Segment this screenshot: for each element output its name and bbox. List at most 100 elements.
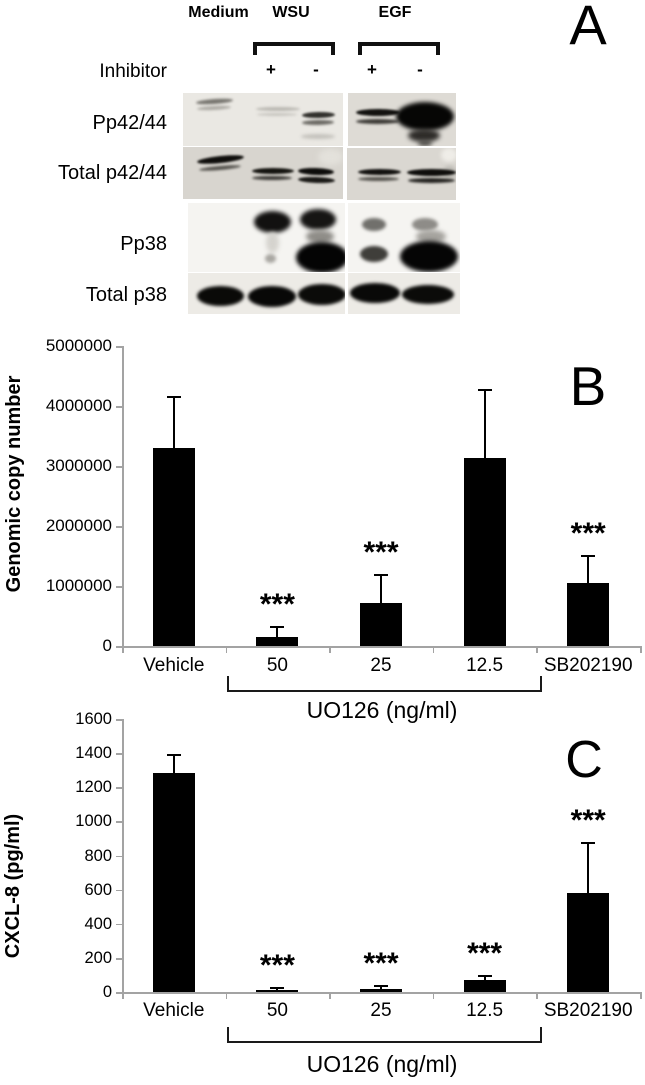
chart-c-x-axis-title: UO126 (ng/ml) (306, 1051, 458, 1077)
error-bar-whisker-25 (380, 575, 382, 603)
y-axis-tick-label: 0 (102, 636, 112, 655)
group-header-wsu: WSU (272, 4, 310, 21)
x-axis-line (122, 646, 640, 648)
x-axis-tick (536, 992, 539, 999)
y-axis-tick (116, 346, 122, 348)
blot-row-label-total-p38: Total p38 (85, 284, 167, 306)
bar-Vehicle (152, 448, 195, 646)
x-category-label-12.5: 12.5 (466, 655, 504, 676)
inhibitor-sign-wsu-plus: + (266, 60, 276, 79)
y-axis-tick-label: 0 (102, 983, 112, 1001)
y-axis-tick-label: 2000000 (45, 516, 112, 535)
y-axis-tick-label: 3000000 (45, 456, 112, 475)
bar-25 (360, 988, 402, 992)
inhibitor-sign-wsu-minus: - (313, 60, 319, 79)
bar-50 (256, 990, 299, 992)
blot-pp42-44-left (183, 93, 343, 146)
y-axis-tick (116, 787, 122, 789)
error-bar-whisker-Vehicle (172, 397, 175, 448)
error-bar-cap-25 (374, 574, 388, 577)
y-axis-tick (116, 923, 122, 926)
significance-stars-25: *** (363, 946, 399, 980)
y-axis-tick (116, 821, 122, 824)
y-axis-tick (116, 992, 122, 994)
x-axis-tick (225, 992, 228, 999)
error-bar-whisker-12.5 (483, 975, 486, 981)
y-axis-tick-label: 1000000 (45, 576, 112, 595)
blot-pp42-44-right (348, 93, 456, 146)
significance-stars-25: *** (363, 536, 399, 570)
y-axis-tick-label: 4000000 (45, 396, 112, 415)
x-category-label-SB202190: SB202190 (543, 655, 633, 676)
x-axis-tick (225, 646, 228, 653)
x-axis-tick (329, 992, 331, 999)
significance-stars-SB202190: *** (570, 517, 606, 550)
y-axis-line (122, 719, 124, 999)
blot-pp38-right (348, 203, 460, 272)
error-bar-cap-12.5 (477, 974, 492, 977)
x-category-label-Vehicle: Vehicle (143, 1000, 205, 1021)
y-axis-tick-label: 800 (84, 846, 112, 865)
x-category-label-SB202190: SB202190 (543, 1000, 633, 1021)
blot-row-label-pp42-44: Pp42/44 (92, 112, 167, 134)
y-axis-tick (116, 855, 122, 858)
x-axis-tick (329, 646, 331, 653)
error-bar-cap-50 (270, 987, 285, 990)
chart-b-x-axis-title: UO126 (ng/ml) (306, 697, 458, 723)
y-axis-tick-label: 5000000 (45, 336, 112, 355)
error-bar-cap-SB202190 (581, 555, 596, 558)
error-bar-cap-50 (270, 625, 285, 628)
y-axis-tick-label: 200 (84, 948, 112, 967)
error-bar-whisker-Vehicle (172, 754, 175, 773)
significance-stars-SB202190: *** (570, 804, 606, 838)
bar-25 (360, 602, 402, 646)
y-axis-tick-label: 1400 (75, 744, 112, 763)
bar-Vehicle (152, 772, 195, 992)
bar-12.5 (463, 980, 506, 992)
x-axis-tick (122, 992, 124, 999)
y-axis-line (122, 346, 124, 653)
y-axis-tick-label: 400 (84, 914, 112, 933)
bar-12.5 (463, 458, 506, 646)
blot-row-label-pp38: Pp38 (120, 233, 167, 255)
x-group-bracket (227, 676, 542, 692)
error-bar-whisker-SB202190 (587, 843, 590, 894)
wsu-group-bracket (253, 42, 335, 55)
x-category-label-25: 25 (370, 1000, 392, 1021)
blot-total-p42-44-left (183, 147, 343, 199)
x-group-bracket (227, 1027, 542, 1043)
y-axis-tick (116, 406, 122, 408)
error-bar-whisker-50 (276, 626, 279, 637)
y-axis-tick (116, 889, 122, 892)
bar-50 (256, 637, 299, 646)
blot-total-p38-right (348, 273, 460, 314)
y-axis-tick (116, 753, 122, 755)
error-bar-cap-Vehicle (166, 753, 181, 757)
y-axis-tick-label: 1600 (75, 710, 112, 728)
x-axis-tick (640, 646, 642, 653)
error-bar-whisker-25 (380, 985, 382, 989)
x-category-label-12.5: 12.5 (466, 1000, 504, 1021)
blot-pp38-left (188, 203, 345, 272)
blot-row-label-total-p42-44: Total p42/44 (58, 162, 167, 184)
x-category-label-50: 50 (266, 655, 288, 676)
error-bar-whisker-SB202190 (587, 556, 590, 583)
x-axis-tick (122, 646, 124, 653)
y-axis-tick-label: 600 (84, 880, 112, 899)
x-axis-tick (432, 992, 435, 999)
x-axis-tick (640, 992, 642, 999)
y-axis-tick-label: 1200 (75, 778, 112, 797)
significance-stars-12.5: *** (467, 936, 503, 970)
panel-a-letter: A (569, 0, 607, 56)
x-axis-tick (536, 646, 539, 653)
blot-total-p42-44-right (347, 148, 456, 200)
panel-b-letter: B (569, 355, 607, 417)
bar-SB202190 (567, 893, 610, 992)
error-bar-whisker-12.5 (483, 389, 486, 459)
significance-stars-50: *** (259, 587, 295, 621)
x-category-label-Vehicle: Vehicle (143, 655, 205, 676)
y-axis-tick (116, 646, 122, 648)
inhibitor-sign-egf-plus: + (367, 60, 377, 79)
